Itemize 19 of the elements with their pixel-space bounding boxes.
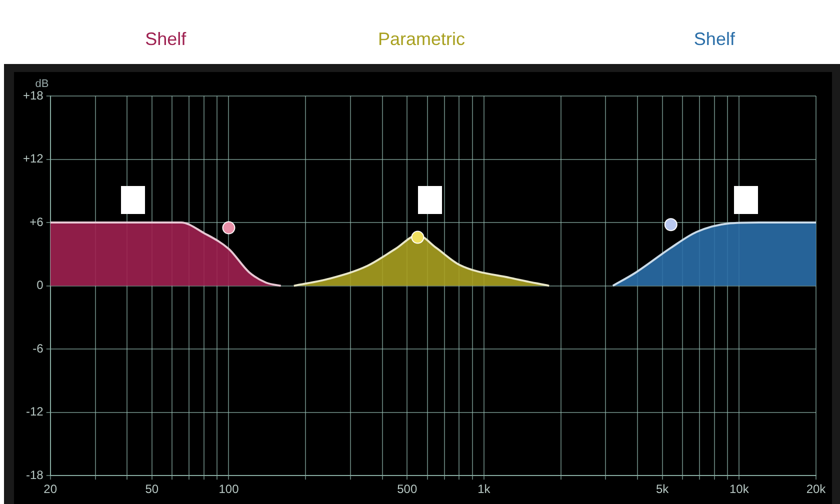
x-tick-label: 500: [397, 482, 418, 496]
y-axis-title: dB: [35, 78, 49, 90]
y-tick-label: +12: [22, 152, 44, 166]
y-tick-label: +6: [30, 214, 44, 229]
y-tick-label: -12: [26, 404, 44, 419]
x-tick-label: 10k: [729, 482, 750, 496]
y-tick-label: -18: [26, 468, 44, 482]
text: Shelf: [694, 28, 736, 49]
y-tick-label: +18: [22, 88, 44, 102]
text: Shelf: [145, 28, 188, 49]
y-tick-label: -6: [32, 341, 44, 356]
x-tick-label: 100: [218, 482, 240, 496]
x-tick-label: 20: [44, 482, 58, 496]
x-tick-label: 50: [145, 482, 159, 496]
x-tick-label: 20k: [806, 482, 827, 496]
y-tick-label: 0: [36, 278, 44, 292]
text: Parametric: [378, 28, 466, 49]
x-tick-label: 5k: [656, 482, 670, 496]
x-tick-label: 1k: [478, 482, 492, 496]
